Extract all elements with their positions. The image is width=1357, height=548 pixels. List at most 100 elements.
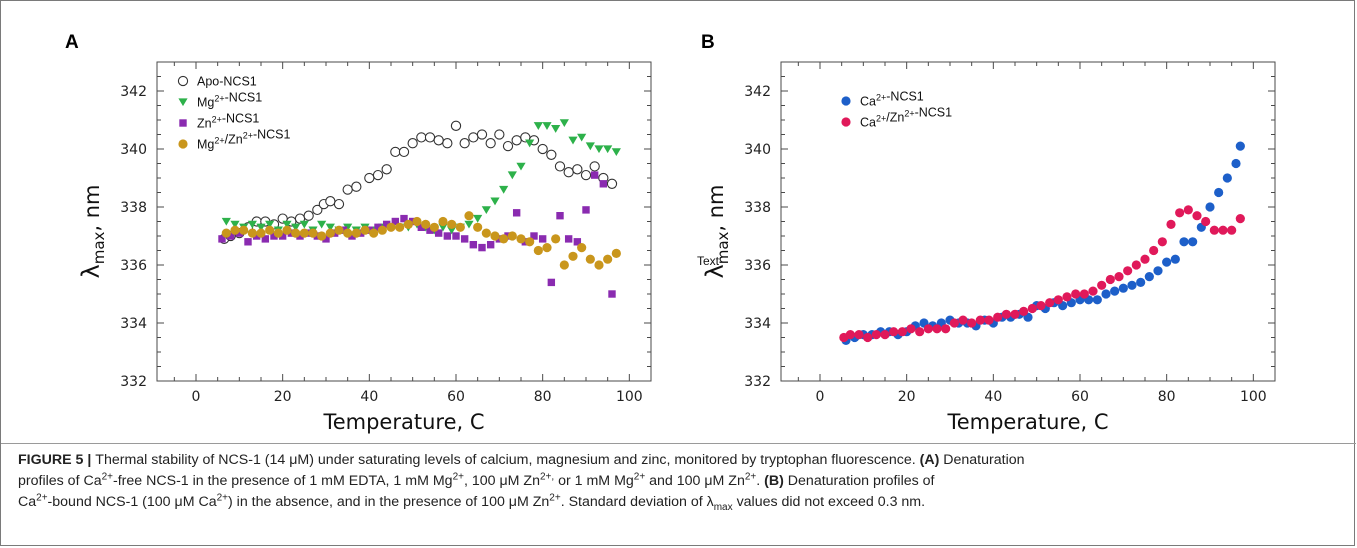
x-axis-title: Temperature, C	[322, 410, 484, 434]
data-point	[386, 222, 396, 232]
data-point	[334, 225, 344, 235]
data-point	[434, 229, 443, 237]
data-point	[265, 225, 275, 235]
data-point	[958, 315, 968, 325]
data-point	[395, 222, 405, 232]
figure-plots: A B 0 20 40 60 80 100 332 334 336 338 340 342 Temper…	[65, 32, 1276, 434]
x-tick-label: 0	[192, 389, 201, 405]
y-tick-label: 342	[120, 84, 147, 100]
data-point	[447, 226, 457, 235]
data-point	[382, 220, 391, 229]
data-point	[1188, 237, 1198, 247]
data-point	[1140, 254, 1150, 264]
data-point	[1036, 301, 1046, 311]
panel-a-letter: A	[65, 32, 79, 53]
data-point	[542, 243, 552, 253]
data-point	[256, 228, 266, 238]
caption-text: max	[713, 501, 733, 513]
data-point	[230, 220, 240, 229]
data-point	[984, 315, 994, 325]
data-point	[546, 149, 557, 160]
data-point	[424, 132, 436, 143]
data-point	[299, 220, 309, 229]
x-tick-label: 40	[984, 389, 1002, 405]
data-point	[1079, 289, 1089, 299]
y-tick-label: 334	[744, 316, 771, 332]
data-point	[585, 254, 595, 264]
caption-bold-text: (B)	[764, 473, 784, 489]
y-tick-label: 336	[744, 258, 771, 274]
data-point	[608, 290, 616, 298]
data-point	[473, 214, 483, 223]
caption-text: Denaturation profiles of	[783, 473, 935, 489]
y-axis-title: λmax, nm	[701, 184, 732, 278]
caption-text: .	[756, 473, 765, 489]
data-point	[563, 167, 574, 178]
data-point	[226, 232, 235, 240]
y-tick-label: 340	[744, 142, 771, 158]
x-tick-label: 40	[360, 389, 378, 405]
y-tick-label: 338	[120, 200, 147, 216]
data-point	[559, 119, 569, 128]
data-point	[391, 217, 400, 226]
data-point	[374, 223, 382, 231]
data-point	[923, 324, 933, 334]
data-point	[975, 315, 985, 325]
data-point	[1114, 272, 1124, 282]
x-tick-label: 60	[447, 389, 465, 405]
data-point	[235, 229, 244, 237]
data-point	[880, 330, 890, 340]
data-point	[1235, 214, 1245, 224]
data-point	[889, 327, 899, 337]
caption-text: values did not exceed 0.3 nm.	[732, 494, 926, 510]
data-point	[364, 172, 375, 184]
y-tick-label: 332	[744, 374, 771, 390]
legend-marker	[841, 117, 851, 127]
series-ca2plus-ncs1	[841, 141, 1245, 345]
data-point	[486, 241, 495, 249]
caption-bold-text: FIGURE 5 |	[18, 452, 96, 468]
data-point	[1170, 254, 1180, 264]
data-point	[594, 145, 604, 154]
data-point	[322, 235, 330, 243]
data-point	[525, 237, 535, 247]
data-point	[551, 125, 561, 133]
data-point	[416, 132, 427, 143]
caption-line: Ca2+-bound NCS-1 (100 μM Ca2+) in the ab…	[18, 492, 1343, 513]
data-point	[1071, 289, 1081, 299]
data-point	[577, 133, 587, 142]
chart-b: 0 20 40 60 80 100 332 334 336 338 340 342 Temperatur…	[697, 61, 1276, 434]
data-point	[218, 235, 226, 243]
data-point	[1010, 309, 1020, 319]
data-point	[1045, 298, 1055, 308]
data-point	[854, 330, 864, 340]
data-point	[1110, 286, 1120, 296]
caption-line: FIGURE 5 | Thermal stability of NCS-1 (1…	[18, 450, 1343, 471]
data-point	[403, 219, 413, 229]
data-point	[390, 146, 401, 158]
caption-text: 2+	[549, 492, 561, 504]
data-point	[429, 222, 439, 232]
legend-entry: Mg2+-NCS1	[197, 91, 262, 110]
data-point	[949, 318, 959, 328]
caption-text: ) in the absence, and in the presence of…	[228, 494, 550, 510]
caption-text: profiles of Ca	[18, 473, 102, 489]
x-tick-label: 80	[1158, 389, 1176, 405]
data-point	[941, 324, 951, 334]
data-point	[282, 225, 292, 235]
data-point	[556, 212, 564, 220]
data-point	[421, 219, 431, 229]
data-point	[369, 228, 379, 238]
data-point	[469, 241, 478, 249]
data-point	[407, 138, 418, 149]
legend-marker	[841, 96, 851, 106]
data-point	[1183, 205, 1193, 215]
x-tick-label: 100	[1240, 389, 1267, 405]
data-point	[291, 223, 301, 232]
figure-caption: FIGURE 5 | Thermal stability of NCS-1 (1…	[18, 450, 1343, 513]
data-point	[348, 232, 356, 240]
data-point	[537, 143, 548, 155]
legend-entry: Mg2+/Zn2+-NCS1	[197, 128, 291, 152]
data-point	[507, 171, 517, 180]
data-point	[468, 132, 479, 143]
